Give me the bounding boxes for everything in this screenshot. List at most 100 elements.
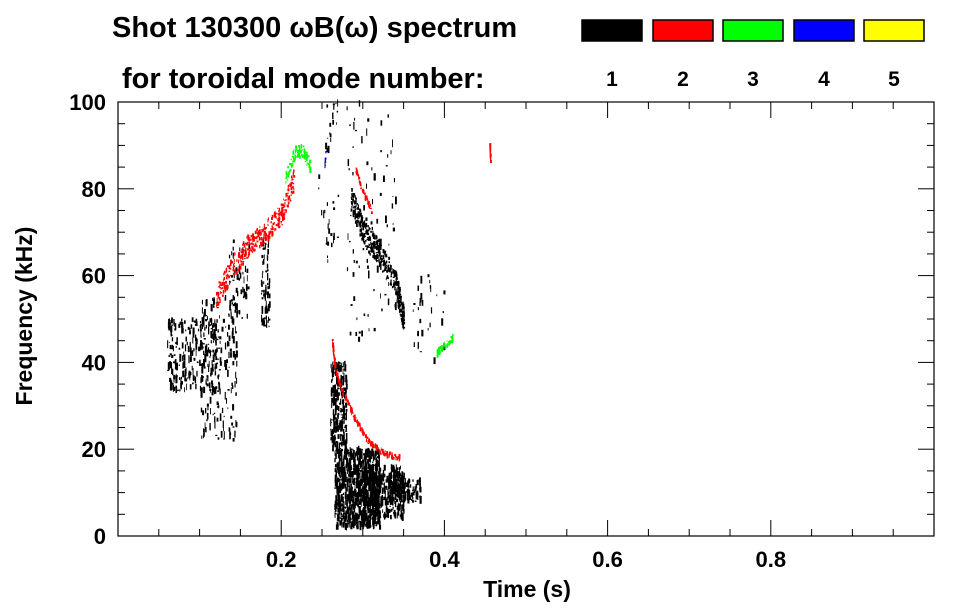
spectrum-mark [336, 110, 339, 113]
spectrum-mark [282, 217, 284, 221]
spectrum-mark [396, 484, 398, 486]
spectrum-mark [390, 497, 393, 505]
spectrum-mark [399, 288, 401, 292]
spectrum-mark [367, 238, 370, 241]
spectrum-mark [369, 478, 371, 480]
spectrum-mark [340, 425, 343, 432]
spectrum-mark [268, 293, 271, 299]
spectrum-mark [355, 493, 357, 497]
spectrum-mark [251, 242, 253, 245]
spectrum-mark [290, 168, 292, 171]
spectrum-mark [231, 302, 233, 305]
spectrum-mark [217, 293, 220, 297]
spectrum-mark [228, 313, 230, 316]
spectrum-mark [373, 252, 375, 257]
spectrum-mark [347, 494, 349, 502]
spectrum-mark [358, 222, 360, 227]
spectrum-mark [357, 463, 359, 470]
spectrum-mark [337, 468, 339, 470]
spectrum-mark [213, 412, 216, 415]
spectrum-mark [397, 302, 400, 305]
spectrum-mark [412, 479, 414, 482]
spectrum-mark [219, 340, 221, 344]
spectrum-mark [366, 470, 368, 475]
spectrum-mark [203, 315, 205, 324]
spectrum-mark [359, 484, 360, 492]
spectrum-mark [369, 235, 371, 238]
spectrum-mark [223, 290, 225, 294]
spectrum-mark [397, 472, 399, 481]
spectrum-mark [400, 314, 402, 317]
spectrum-mark [362, 239, 364, 243]
spectrum-mark [222, 279, 224, 282]
spectrum-mark [324, 161, 327, 163]
spectrum-mark [340, 468, 343, 473]
spectrum-mark [377, 478, 380, 481]
spectrum-mark [181, 326, 184, 334]
spectrum-mark [339, 487, 342, 493]
spectrum-mark [448, 341, 450, 343]
spectrum-mark [356, 219, 359, 224]
spectrum-mark [390, 150, 392, 155]
spectrum-mark [170, 378, 172, 384]
spectrum-mark [243, 249, 245, 252]
spectrum-mark [289, 169, 292, 172]
spectrum-mark [309, 159, 312, 164]
spectrum-mark [380, 255, 381, 258]
spectrum-mark [222, 420, 224, 428]
spectrum-mark [192, 374, 194, 377]
spectrum-mark [277, 223, 280, 228]
spectrum-mark [400, 465, 401, 470]
spectrum-mark [344, 512, 347, 517]
spectrum-mark [361, 480, 363, 485]
spectrum-mark [371, 167, 373, 171]
spectrum-mark [231, 382, 233, 387]
spectrum-mark [378, 464, 380, 471]
spectrum-mark [362, 226, 365, 231]
spectrum-mark [335, 369, 337, 372]
spectrum-mark [348, 466, 350, 470]
spectrum-mark [245, 284, 248, 291]
spectrum-mark [359, 498, 361, 501]
spectrum-mark [344, 413, 346, 416]
spectrum-mark [382, 509, 384, 513]
spectrum-mark [324, 209, 326, 214]
spectrum-mark [208, 321, 210, 327]
spectrum-mark [382, 249, 385, 251]
spectrum-mark [361, 513, 364, 516]
spectrum-mark [283, 198, 284, 201]
spectrum-mark [209, 423, 211, 431]
spectrum-mark [332, 440, 334, 443]
spectrum-mark [369, 253, 371, 255]
spectrum-mark [232, 295, 234, 301]
spectrum-mark [369, 499, 372, 506]
spectrum-mark [341, 449, 343, 456]
spectrum-mark [378, 460, 380, 464]
spectrum-mark [371, 494, 374, 500]
spectrum-mark [265, 242, 266, 250]
spectrum-mark [254, 236, 257, 239]
spectrum-mark [369, 253, 371, 256]
spectrum-mark [229, 300, 232, 306]
spectrum-mark [390, 271, 393, 275]
spectrum-mark [174, 323, 177, 330]
spectrum-mark [370, 245, 373, 247]
spectrum-mark [395, 292, 397, 296]
spectrum-mark [304, 150, 306, 154]
spectrum-mark [355, 458, 356, 466]
spectrum-mark [346, 478, 349, 487]
spectrum-mark [242, 271, 244, 275]
spectrum-mark [413, 303, 416, 305]
spectrum-mark [450, 341, 451, 343]
spectrum-mark [245, 291, 247, 298]
spectrum-mark [327, 137, 329, 139]
spectrum-mark [355, 200, 358, 202]
spectrum-mark [356, 518, 359, 520]
spectrum-mark [352, 449, 354, 454]
spectrum-mark [340, 374, 342, 381]
spectrum-mark [443, 346, 446, 351]
spectrum-mark [260, 279, 263, 286]
spectrum-mark [397, 489, 399, 491]
spectrum-mark [232, 351, 235, 358]
spectrum-mark [287, 192, 289, 194]
